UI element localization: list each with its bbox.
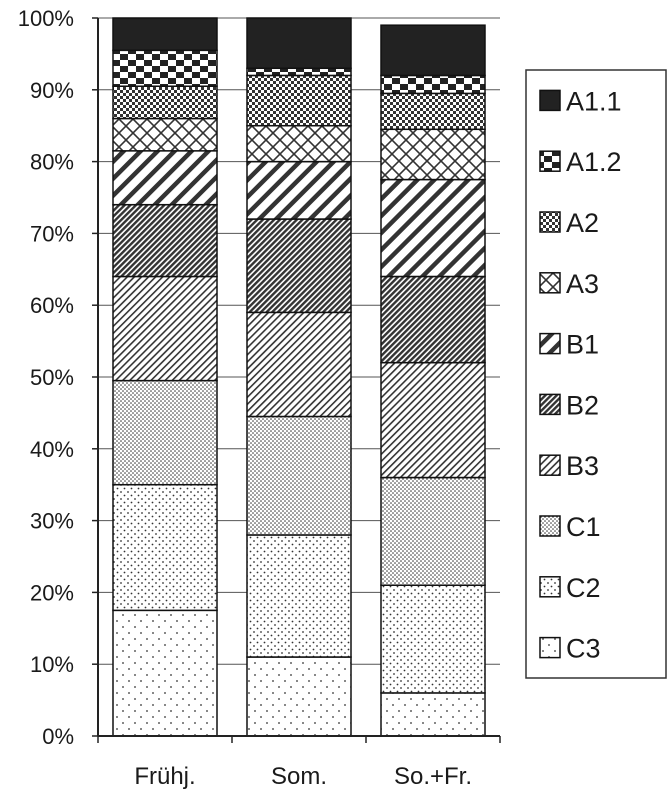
bar-segment-b3 (112, 275, 218, 382)
legend: A1.1 A1.2 A2 A3 B1 B2 B3 C1 C2 C3 (525, 69, 667, 679)
bar-segment-a1-1 (380, 24, 486, 77)
legend-swatch (539, 576, 561, 598)
bar-segment-a3 (112, 117, 218, 152)
bar-segment-c2 (112, 483, 218, 612)
legend-swatch (539, 272, 561, 294)
legend-swatch (539, 150, 561, 172)
legend-label: A2 (566, 208, 599, 238)
legend-label: B1 (566, 330, 599, 360)
bar-segment-b2 (112, 203, 218, 278)
bar-segment-a1-2 (380, 74, 486, 95)
legend-swatch (539, 454, 561, 476)
legend-swatch (539, 393, 561, 416)
legend-label: C1 (566, 512, 601, 542)
bar-segment-a1-2 (112, 49, 218, 87)
bar-segment-c2 (380, 584, 486, 694)
legend-swatch (539, 89, 561, 112)
bar-segment-c1 (246, 415, 352, 536)
y-tick-label: 10% (30, 652, 74, 677)
bar-segment-a2 (380, 92, 486, 131)
bar-segment-c3 (112, 609, 218, 737)
bar-segment-a2 (246, 74, 352, 127)
bar-segment-b2 (380, 275, 486, 364)
bar-segment-b1 (380, 178, 486, 278)
axes: 0% 10% 20% 30% 40% 50% 60% 70% 80% 90% 100% Frühj. S… (18, 6, 501, 790)
bar-segment-a1-1 (246, 17, 352, 70)
bar-segment-a3 (380, 128, 486, 181)
y-tick-label: 20% (30, 580, 74, 605)
legend-label: A1.2 (566, 147, 622, 177)
bar-segment-b1 (246, 160, 352, 220)
y-tick-label: 80% (30, 150, 74, 175)
bars (112, 17, 486, 737)
bar-segment-a3 (246, 124, 352, 163)
bar-segment-a1-1 (112, 17, 218, 52)
bar-segment-c2 (246, 534, 352, 658)
bar-segment-c1 (112, 379, 218, 486)
y-tick-label: 50% (30, 365, 74, 390)
legend-label: A3 (566, 269, 599, 299)
y-tick-label: 30% (30, 509, 74, 534)
bar-segment-b1 (112, 150, 218, 206)
legend-label: B3 (566, 451, 599, 481)
y-tick-label: 90% (30, 78, 74, 103)
legend-label: B2 (566, 390, 599, 420)
bar-segment-a2 (112, 85, 218, 120)
legend-swatch (539, 332, 561, 355)
legend-label: A1.1 (566, 86, 622, 116)
legend-swatch (539, 636, 561, 659)
legend-label: C2 (566, 573, 601, 603)
legend-swatch (539, 211, 561, 233)
x-tick-label: So.+Fr. (394, 763, 472, 790)
y-tick-label: 60% (30, 293, 74, 318)
y-tick-label: 100% (18, 6, 74, 31)
legend-swatch (539, 515, 561, 537)
bar-segment-b3 (380, 361, 486, 479)
y-tick-label: 40% (30, 437, 74, 462)
y-tick-label: 70% (30, 221, 74, 246)
bar-segment-b2 (246, 218, 352, 314)
bar-segment-c3 (380, 692, 486, 737)
bar-segment-a1-2 (246, 67, 352, 77)
legend-label: C3 (566, 634, 601, 664)
bar-segment-b3 (246, 311, 352, 418)
bar-segment-c3 (246, 656, 352, 737)
bar-segment-c1 (380, 476, 486, 586)
x-tick-label: Frühj. (134, 763, 195, 790)
y-tick-label: 0% (42, 724, 74, 749)
x-tick-label: Som. (271, 763, 327, 790)
